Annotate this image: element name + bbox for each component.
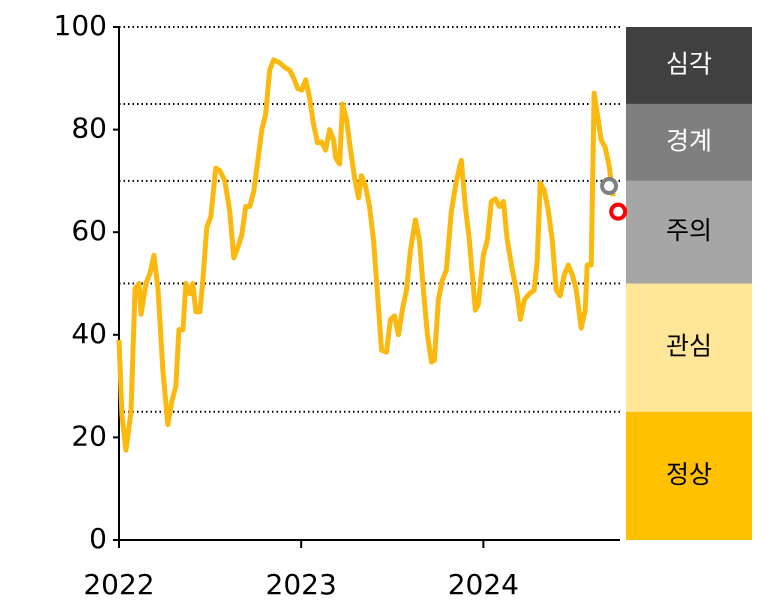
band [626,27,752,104]
y-tick-label: 60 [71,214,107,247]
x-tick-label: 2022 [83,568,154,601]
line-series [116,57,616,453]
band-label: 주의 [666,216,712,245]
band-label: 관심 [666,332,712,361]
x-tick-label: 2023 [266,568,337,601]
band-label: 심각 [666,49,712,78]
band-label: 정상 [666,460,712,489]
marker [600,177,619,196]
band [626,103,752,181]
band [626,283,752,412]
y-tick-label: 40 [71,317,107,350]
marker [609,202,628,221]
band [626,180,752,284]
y-tick-label: 20 [71,419,107,452]
x-tick-label: 2024 [448,568,519,601]
band-label: 경계 [666,126,712,155]
y-tick-label: 80 [71,112,107,145]
y-tick-label: 100 [54,9,107,42]
band [626,411,752,540]
y-tick-label: 0 [89,522,107,555]
